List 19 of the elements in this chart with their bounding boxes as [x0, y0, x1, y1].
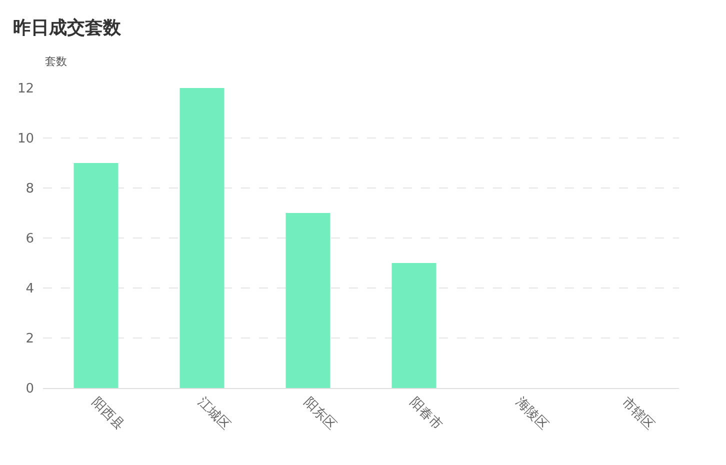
- x-tick-label: 市辖区: [618, 394, 657, 434]
- bar: [392, 263, 436, 388]
- y-tick-label: 4: [26, 282, 34, 297]
- bar: [180, 88, 224, 388]
- y-axis-title: 套数: [45, 55, 67, 68]
- y-tick-label: 2: [26, 332, 34, 347]
- y-tick-label: 12: [17, 82, 34, 97]
- bar: [74, 163, 118, 388]
- x-tick-label: 阳春市: [406, 394, 445, 434]
- chart-title: 昨日成交套数: [13, 18, 122, 39]
- x-tick-label: 江城区: [194, 394, 233, 434]
- bar: [286, 213, 330, 388]
- x-tick-label: 阳东区: [300, 394, 339, 434]
- y-tick-label: 10: [17, 132, 34, 147]
- y-tick-label: 6: [26, 232, 34, 247]
- x-tick-label: 海陵区: [512, 394, 551, 434]
- x-tick-label: 阳西县: [88, 394, 127, 434]
- y-tick-label: 8: [26, 182, 34, 197]
- y-tick-label: 0: [26, 382, 34, 397]
